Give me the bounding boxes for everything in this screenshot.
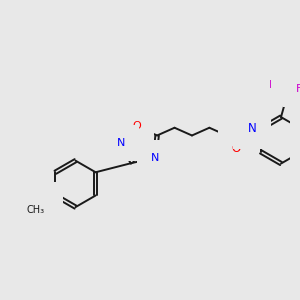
Text: N: N <box>248 122 256 135</box>
Text: CH₃: CH₃ <box>27 205 45 215</box>
Text: N: N <box>117 138 125 148</box>
Text: F: F <box>285 75 291 85</box>
Text: O: O <box>41 201 50 211</box>
Text: H: H <box>241 124 249 134</box>
Text: CH₃: CH₃ <box>20 196 38 206</box>
Text: O: O <box>232 142 241 154</box>
Text: F: F <box>296 84 300 94</box>
Text: N: N <box>151 153 159 163</box>
Text: O: O <box>37 194 45 204</box>
Text: F: F <box>269 80 275 90</box>
Text: O: O <box>132 121 141 131</box>
